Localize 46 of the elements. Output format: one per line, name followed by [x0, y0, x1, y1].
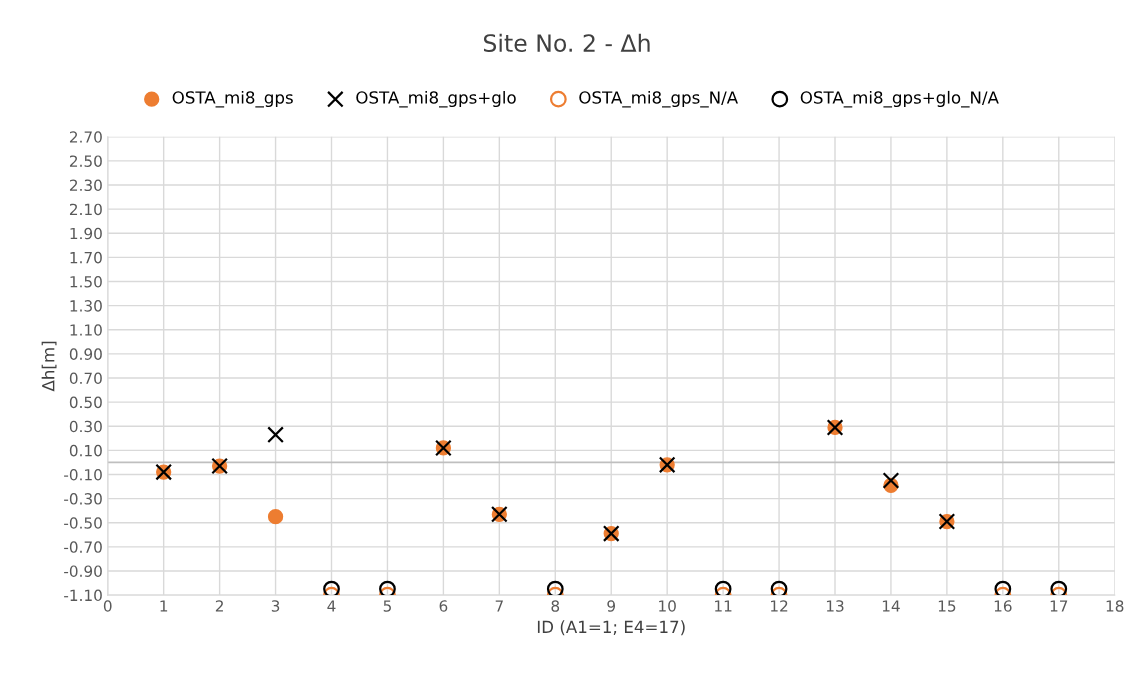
legend-label: OSTA_mi8_gps+glo — [356, 90, 516, 108]
x-tick-label: 13 — [826, 600, 844, 612]
y-tick-label: 0.70 — [69, 372, 102, 385]
y-tick-label: -0.30 — [64, 493, 102, 505]
y-tick-label: 1.70 — [70, 251, 102, 264]
y-tick-label: 0.50 — [69, 396, 102, 409]
x-tick-label: 8 — [551, 600, 560, 612]
y-tick-label: -0.70 — [64, 541, 102, 553]
x-tick-label: 9 — [607, 600, 616, 612]
x-axis-title: ID (A1=1; E4=17) — [537, 620, 685, 636]
y-tick-label: -1.10 — [64, 589, 102, 602]
y-tick-label: 1.30 — [70, 300, 102, 312]
y-axis-title: Δh[m] — [41, 341, 57, 392]
legend-label: OSTA_mi8_gps_N/A — [579, 90, 738, 108]
y-tick-label: -0.50 — [64, 517, 102, 529]
chart-title: Site No. 2 - Δh — [483, 33, 650, 52]
y-tick-label: 1.10 — [70, 324, 102, 336]
x-tick-label: 10 — [659, 600, 676, 612]
y-tick-label: -0.10 — [64, 468, 102, 481]
y-tick-label: 0.10 — [69, 444, 102, 457]
y-tick-label: 1.50 — [70, 275, 102, 288]
y-tick-label: 1.90 — [70, 227, 102, 240]
x-tick-label: 14 — [882, 600, 900, 612]
x-tick-label: 18 — [1106, 600, 1124, 612]
x-tick-label: 2 — [215, 600, 223, 612]
y-tick-label: 2.50 — [69, 155, 102, 167]
x-tick-label: 6 — [439, 600, 448, 612]
x-tick-label: 16 — [994, 600, 1012, 612]
y-tick-label: 0.90 — [69, 348, 102, 360]
x-tick-label: 7 — [495, 600, 503, 612]
x-tick-label: 0 — [103, 600, 112, 612]
x-tick-label: 4 — [327, 600, 336, 612]
y-tick-label: 0.30 — [69, 420, 102, 433]
y-tick-label: 2.10 — [69, 203, 102, 216]
legend-label: OSTA_mi8_gps+glo_N/A — [800, 90, 999, 108]
x-tick-label: 11 — [715, 600, 732, 612]
x-tick-label: 1 — [160, 600, 168, 612]
x-tick-label: 12 — [771, 600, 788, 612]
y-tick-label: 2.30 — [69, 179, 102, 192]
x-tick-label: 15 — [938, 600, 956, 612]
x-tick-label: 17 — [1050, 600, 1068, 612]
y-tick-label: -0.90 — [64, 565, 102, 577]
x-tick-label: 3 — [271, 600, 280, 612]
y-tick-label: 2.70 — [69, 131, 102, 143]
x-tick-label: 5 — [383, 600, 391, 612]
legend-label: OSTA_mi8_gps — [172, 90, 293, 108]
